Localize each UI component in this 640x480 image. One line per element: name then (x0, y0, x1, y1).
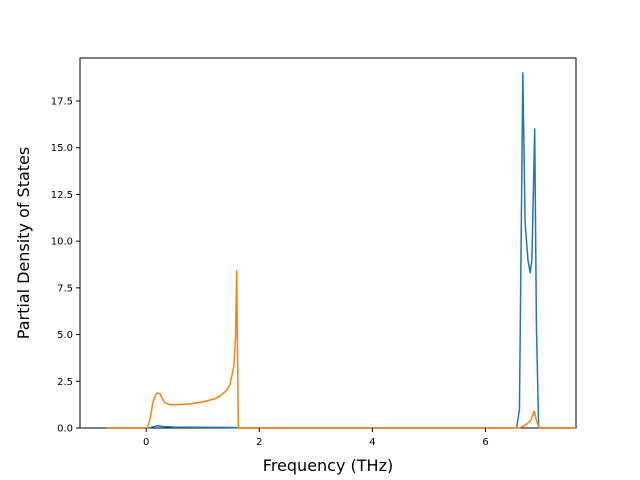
series-line-2 (106, 270, 576, 429)
y-axis-ticks: 0.0 2.5 5.0 7.5 10.0 12.5 15.0 17.5 (51, 96, 80, 435)
plot-frame (79, 57, 577, 429)
y-tick-label: 5.0 (57, 330, 73, 341)
y-tick-label: 17.5 (51, 96, 73, 107)
y-tick-label: 2.5 (57, 377, 73, 388)
y-tick-label: 10.0 (51, 237, 73, 248)
plot-area: 0 2 4 6 0.0 2.5 5.0 7.5 10.0 12.5 15.0 17.5 (51, 57, 577, 448)
y-tick-label: 7.5 (57, 283, 73, 294)
x-tick-label: 2 (256, 437, 262, 448)
x-axis-label: Frequency (THz) (263, 456, 393, 475)
y-tick-label: 12.5 (51, 190, 73, 201)
y-axis-label: Partial Density of States (14, 147, 33, 339)
x-tick-label: 0 (143, 437, 149, 448)
x-tick-label: 6 (482, 437, 488, 448)
y-tick-label: 15.0 (51, 143, 73, 154)
x-axis-ticks: 0 2 4 6 (143, 428, 489, 448)
x-tick-label: 4 (369, 437, 375, 448)
series-layer (106, 72, 576, 429)
y-tick-label: 0.0 (57, 424, 73, 435)
